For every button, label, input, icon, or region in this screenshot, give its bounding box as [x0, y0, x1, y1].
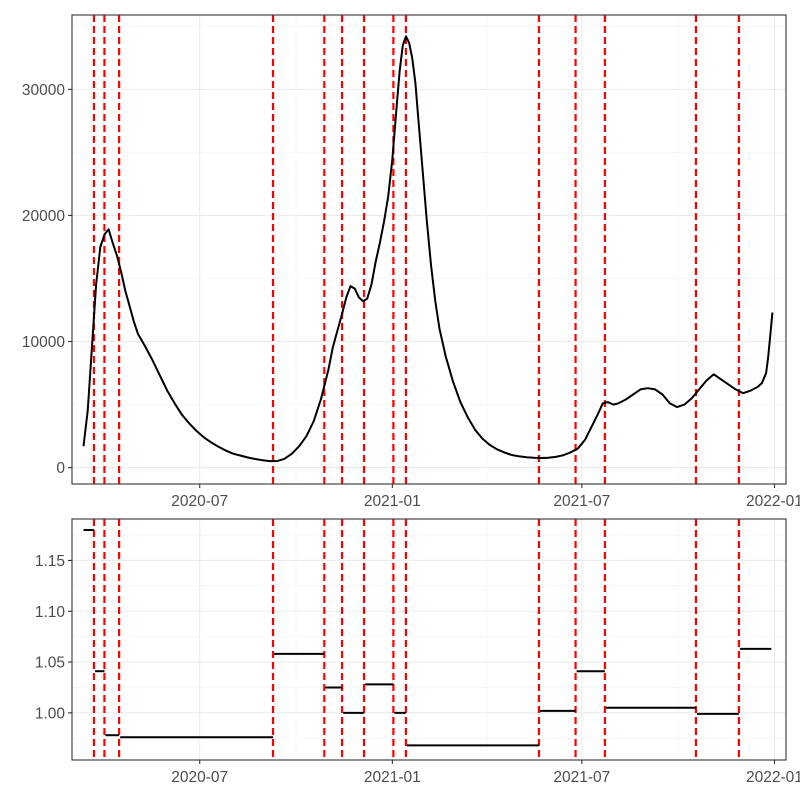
- growth-gridlines: [72, 519, 786, 760]
- cases-x-tick-label: 2021-07: [553, 493, 610, 510]
- cases-axes: 2020-07 2021-01 2021-07 2022-01 0 10000 20000 3…: [22, 82, 800, 510]
- growth-x-tick-label: 2021-07: [553, 769, 610, 786]
- cases-panel-border: [71, 14, 787, 485]
- cases-x-tick-label: 2022-01: [746, 493, 800, 510]
- growth-segments: [83, 528, 772, 747]
- cases-series-line: [82, 35, 774, 463]
- growth-x-tick-label: 2020-07: [171, 769, 228, 786]
- growth-x-tick-label: 2021-01: [364, 769, 421, 786]
- cases-x-tick-label: 2021-01: [364, 493, 421, 510]
- growth-y-tick-label: 1.15: [35, 553, 65, 570]
- cases-y-tick-label: 30000: [22, 82, 65, 99]
- cases-x-tick-label: 2020-07: [171, 493, 228, 510]
- growth-y-tick-label: 1.05: [35, 655, 65, 672]
- cases-series: [82, 35, 774, 463]
- cases-y-tick-label: 10000: [22, 334, 65, 351]
- growth-x-tick-label: 2022-01: [746, 769, 800, 786]
- growth-panel-border: [71, 518, 787, 761]
- cases-y-tick-label: 20000: [22, 208, 65, 225]
- growth-panel: 2020-07 2021-01 2021-07 2022-01 1.00 1.05 1.10…: [35, 518, 800, 786]
- cases-panel: 2020-07 2021-01 2021-07 2022-01 0 10000 20000 3…: [22, 14, 800, 510]
- growth-breakpoint-lines: [92, 519, 740, 760]
- cases-breakpoint-lines: [92, 15, 740, 484]
- growth-y-tick-label: 1.00: [35, 705, 66, 722]
- growth-y-tick-label: 1.10: [35, 604, 66, 621]
- growth-axes: 2020-07 2021-01 2021-07 2022-01 1.00 1.05 1.10…: [35, 553, 800, 786]
- cases-y-tick-label: 0: [56, 460, 65, 477]
